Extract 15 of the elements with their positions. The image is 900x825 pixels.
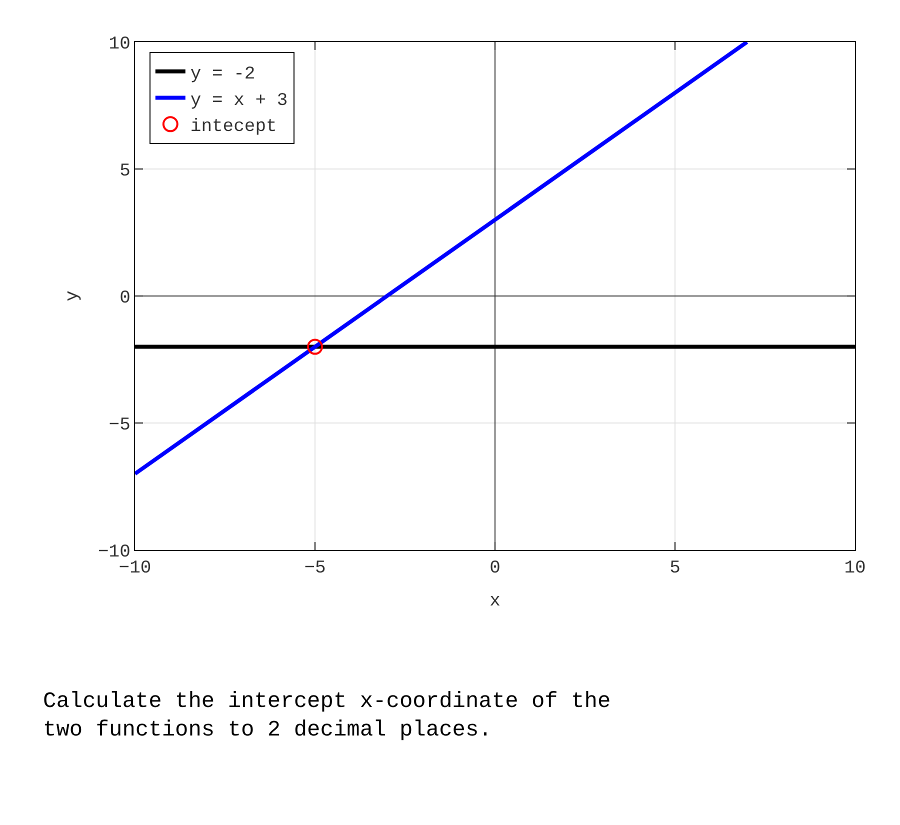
x-tick-label: −5 (304, 558, 326, 579)
y-axis-title: y (63, 290, 84, 302)
x-tick-label: 10 (844, 558, 866, 579)
x-axis-title: x (490, 592, 500, 612)
y-tick-label: −5 (108, 415, 130, 436)
y-tick-label: 5 (120, 161, 130, 182)
x-tick-label: 0 (490, 558, 500, 579)
legend-label: y = -2 (190, 64, 256, 84)
y-tick-label: −10 (98, 542, 130, 562)
y-tick-label: 0 (120, 288, 130, 308)
text: Calculate the intercept x-coordinate of the two functions to 2 decimal places. (43, 689, 611, 743)
legend-label: y = x + 3 (190, 90, 288, 111)
y-tick-label: 10 (108, 34, 130, 54)
legend-label: intecept (190, 117, 277, 138)
x-tick-label: 5 (670, 558, 680, 579)
